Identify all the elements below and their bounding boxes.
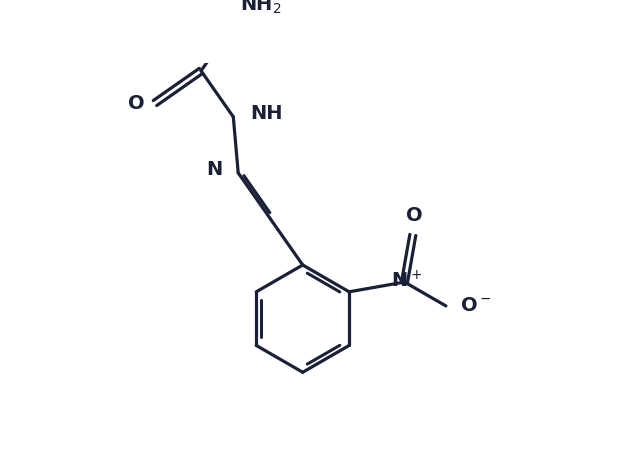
Text: O$^-$: O$^-$ [460, 297, 491, 315]
Text: NH: NH [251, 104, 283, 123]
Text: O: O [406, 206, 423, 226]
Text: O: O [128, 94, 145, 112]
Text: N$^+$: N$^+$ [390, 270, 422, 291]
Text: NH$_2$: NH$_2$ [240, 0, 282, 16]
Text: N: N [206, 160, 223, 179]
